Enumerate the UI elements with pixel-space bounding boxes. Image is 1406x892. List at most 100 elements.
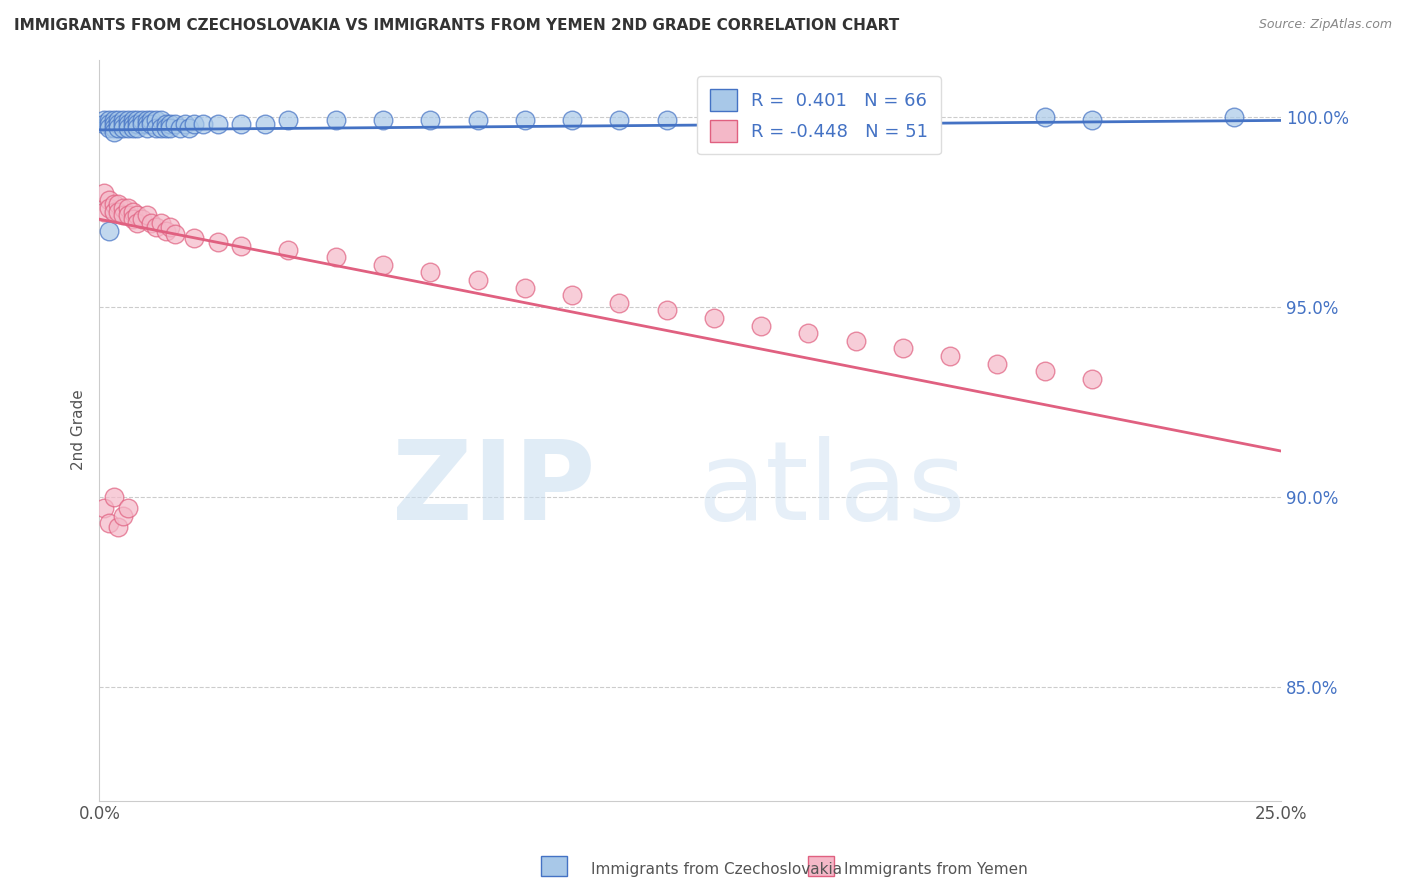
Point [97, 193, 120, 207]
Point [103, 113, 125, 128]
Point [107, 520, 129, 534]
Point [107, 197, 129, 211]
Point [1033, 110, 1056, 124]
Point [277, 113, 299, 128]
Point [703, 113, 725, 128]
Point [325, 250, 347, 264]
Point [121, 204, 143, 219]
Point [183, 117, 205, 131]
Point [165, 117, 187, 131]
Point [93, 186, 115, 200]
Point [121, 212, 143, 227]
Point [127, 117, 149, 131]
Point [117, 120, 139, 135]
Point [253, 117, 276, 131]
Point [371, 258, 394, 272]
Point [159, 219, 181, 234]
Point [1081, 113, 1104, 128]
Point [165, 227, 187, 242]
Point [121, 117, 143, 131]
Point [135, 113, 157, 128]
Point [169, 120, 191, 135]
Point [97, 120, 120, 135]
Point [371, 113, 394, 128]
Point [845, 334, 868, 348]
Point [107, 204, 129, 219]
Point [97, 113, 120, 128]
Point [135, 208, 157, 222]
Point [939, 349, 962, 363]
Point [207, 117, 229, 131]
Point [117, 201, 139, 215]
Point [155, 120, 177, 135]
Text: Immigrants from Yemen: Immigrants from Yemen [844, 863, 1028, 877]
Point [607, 113, 630, 128]
Point [655, 113, 678, 128]
Point [513, 280, 536, 294]
Point [117, 113, 139, 128]
Point [655, 303, 678, 318]
Text: ZIP: ZIP [392, 436, 596, 543]
Point [703, 311, 725, 326]
Point [97, 201, 120, 215]
Point [277, 243, 299, 257]
Point [117, 208, 139, 222]
Point [207, 235, 229, 249]
Point [155, 117, 177, 131]
Point [135, 120, 157, 135]
Point [155, 224, 177, 238]
Point [107, 120, 129, 135]
Text: atlas: atlas [697, 436, 966, 543]
Point [103, 117, 125, 131]
Point [607, 295, 630, 310]
Point [467, 113, 489, 128]
Text: Source: ZipAtlas.com: Source: ZipAtlas.com [1258, 18, 1392, 31]
FancyBboxPatch shape [541, 856, 567, 876]
Point [749, 318, 772, 333]
Point [127, 208, 149, 222]
Point [1033, 364, 1056, 378]
Point [145, 113, 167, 128]
Point [131, 117, 153, 131]
Point [193, 117, 215, 131]
Point [149, 216, 172, 230]
Point [513, 113, 536, 128]
Point [93, 204, 115, 219]
Legend: R =  0.401   N = 66, R = -0.448   N = 51: R = 0.401 N = 66, R = -0.448 N = 51 [697, 76, 941, 154]
Point [93, 117, 115, 131]
Point [749, 113, 772, 128]
Point [103, 197, 125, 211]
Point [179, 120, 201, 135]
Point [127, 113, 149, 128]
Point [135, 117, 157, 131]
Point [112, 113, 135, 128]
Point [183, 231, 205, 245]
Point [97, 117, 120, 131]
Point [112, 208, 135, 222]
Point [103, 204, 125, 219]
Point [97, 224, 120, 238]
Point [141, 113, 163, 128]
Point [145, 120, 167, 135]
Point [117, 501, 139, 516]
Point [419, 265, 441, 279]
Point [93, 113, 115, 128]
Point [103, 204, 125, 219]
Point [127, 216, 149, 230]
Point [93, 501, 115, 516]
Point [131, 212, 153, 227]
Point [419, 113, 441, 128]
Point [173, 117, 195, 131]
Point [121, 113, 143, 128]
Point [121, 120, 143, 135]
Point [127, 120, 149, 135]
Point [561, 288, 583, 302]
Text: IMMIGRANTS FROM CZECHOSLOVAKIA VS IMMIGRANTS FROM YEMEN 2ND GRADE CORRELATION CH: IMMIGRANTS FROM CZECHOSLOVAKIA VS IMMIGR… [14, 18, 900, 33]
Point [107, 113, 129, 128]
Point [112, 117, 135, 131]
Point [231, 239, 253, 253]
Point [845, 113, 868, 128]
Point [141, 117, 163, 131]
Point [891, 342, 914, 356]
Point [325, 113, 347, 128]
